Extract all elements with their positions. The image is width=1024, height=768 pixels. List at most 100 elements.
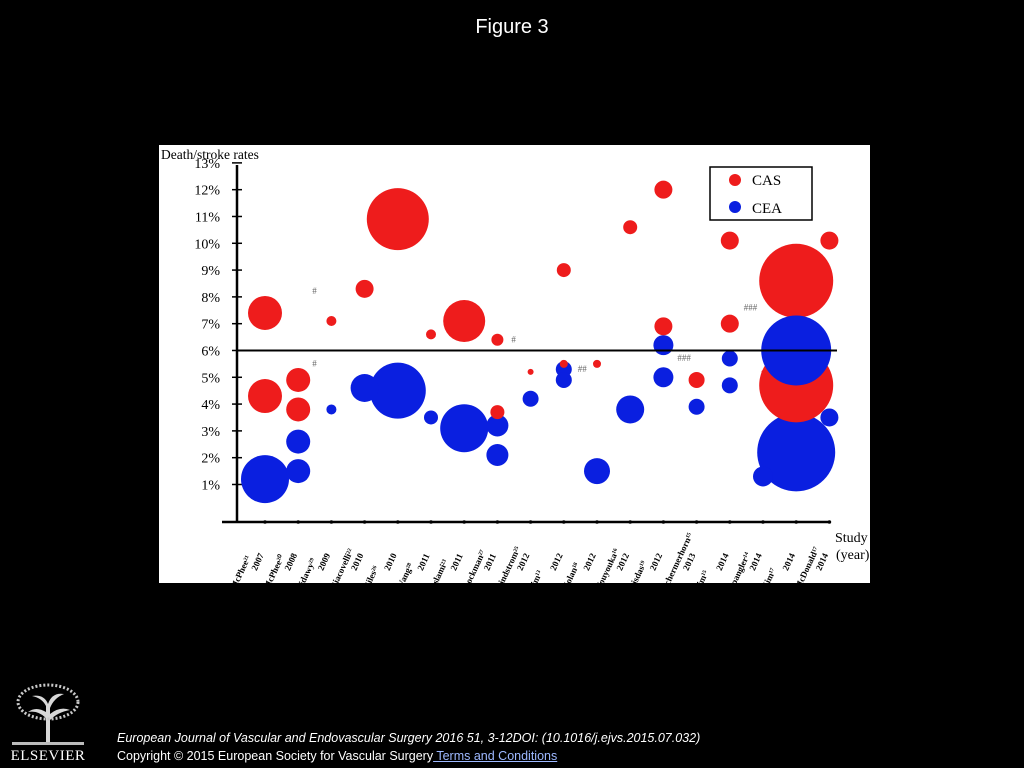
cas-bubble	[720, 314, 739, 333]
cas-bubble	[355, 279, 374, 298]
cea-bubble	[757, 413, 836, 492]
study-name: Jim¹³	[527, 568, 545, 583]
study-year: 2011	[448, 552, 465, 573]
study-name: Eslami²³	[427, 558, 450, 583]
cea-bubble	[486, 444, 509, 466]
cas-bubble	[593, 359, 601, 368]
y-tick-label: 13%	[194, 157, 220, 172]
study-name: Nolan¹⁸	[560, 561, 581, 583]
cas-bubble	[366, 188, 429, 251]
cea-bubble	[721, 377, 738, 394]
y-tick-label: 2%	[201, 452, 220, 467]
study-name: Wang²⁸	[394, 561, 415, 583]
elsevier-tree-logo	[8, 680, 88, 746]
cas-bubble	[491, 333, 504, 346]
cea-bubble	[424, 410, 438, 425]
study-name: Giles²⁶	[361, 564, 381, 583]
cas-bubble	[759, 243, 834, 318]
cea-bubble	[440, 404, 489, 453]
study-year: 2012	[548, 551, 565, 572]
study-year: 2010	[382, 551, 399, 572]
cea-bubble	[721, 350, 738, 367]
cas-bubble	[688, 371, 705, 388]
study-name: Jim¹⁵	[693, 568, 711, 583]
terms-and-conditions-link[interactable]: Terms and Conditions	[433, 749, 558, 763]
x-tick-labels: McPhee²¹2007McPhee²⁰2008Sidawy²⁹2009Giac…	[228, 531, 831, 583]
legend-cea-label: CEA	[752, 201, 782, 217]
cea-bubble	[653, 367, 674, 388]
significance-marker: #	[312, 286, 317, 296]
cas-bubble	[248, 295, 282, 330]
bubble-chart: ########### McPhee²¹2007McPhee²⁰2008Sida…	[161, 147, 870, 583]
y-tick-label: 11%	[195, 210, 220, 225]
x-axis-title-year: (year)	[836, 548, 870, 563]
cea-bubble	[616, 395, 645, 424]
study-label: Nolan¹⁸ 2012	[560, 551, 598, 583]
copyright-line: Copyright © 2015 European Society for Va…	[117, 749, 557, 763]
chart-annotations: ###########	[312, 286, 758, 374]
chart-bubbles	[241, 180, 839, 504]
cea-bubble	[286, 459, 311, 484]
cas-bubble	[559, 359, 568, 368]
y-tick-label: 8%	[201, 291, 220, 306]
cas-bubble	[490, 405, 505, 420]
cea-bubble	[555, 371, 572, 388]
y-tick-label: 10%	[194, 237, 220, 252]
legend-cea-marker	[729, 201, 741, 213]
cas-bubble	[556, 263, 571, 278]
cea-bubble	[522, 390, 539, 407]
slide-title: Figure 3	[475, 16, 549, 38]
y-axis-title: Death/stroke rates	[161, 147, 259, 162]
y-tick-label: 7%	[201, 318, 220, 333]
cea-bubble	[241, 455, 289, 504]
study-name: Kim¹⁷	[759, 566, 778, 583]
cas-bubble	[326, 316, 337, 326]
significance-marker: ##	[578, 364, 588, 374]
x-axis-title: Study	[835, 531, 868, 546]
cea-bubble	[286, 429, 311, 454]
legend-cas-label: CAS	[752, 173, 781, 189]
cea-bubble	[369, 362, 426, 419]
cas-bubble	[248, 379, 282, 414]
cas-bubble	[720, 231, 739, 250]
study-year: 2011	[415, 552, 432, 573]
cea-bubble	[653, 335, 674, 356]
y-tick-label: 4%	[201, 398, 220, 413]
y-tick-label: 9%	[201, 264, 220, 279]
cas-bubble	[286, 397, 311, 422]
study-label: Bisdas¹⁹ 2012	[627, 551, 665, 583]
study-year: 2014	[714, 551, 731, 572]
cas-bubble	[527, 368, 534, 375]
study-year: 2008	[282, 551, 299, 572]
cas-bubble	[820, 231, 839, 250]
cas-bubble	[443, 300, 486, 342]
y-tick-label: 6%	[201, 344, 220, 359]
cea-bubble	[350, 374, 379, 402]
legend-cas-marker	[729, 174, 741, 186]
significance-marker: #	[511, 334, 516, 344]
elsevier-wordmark: ELSEVIER	[10, 748, 86, 764]
study-label: Wang²⁸ 2011	[394, 552, 432, 583]
study-year: 2009	[316, 551, 333, 572]
cea-bubble	[326, 404, 337, 415]
study-name: Sidawy²⁹	[295, 556, 318, 583]
cea-bubble	[584, 458, 610, 485]
study-year: 2012	[648, 551, 665, 572]
y-tick-label: 1%	[201, 478, 220, 493]
y-tick-label: 12%	[194, 184, 220, 199]
cas-bubble	[761, 370, 765, 374]
cea-bubble	[820, 408, 839, 427]
citation-text: European Journal of Vascular and Endovas…	[117, 731, 701, 745]
y-tick-labels: 1% 2% 3% 4% 5% 6% 7% 8% 9% 10% 11% 12% 13%	[194, 157, 220, 494]
